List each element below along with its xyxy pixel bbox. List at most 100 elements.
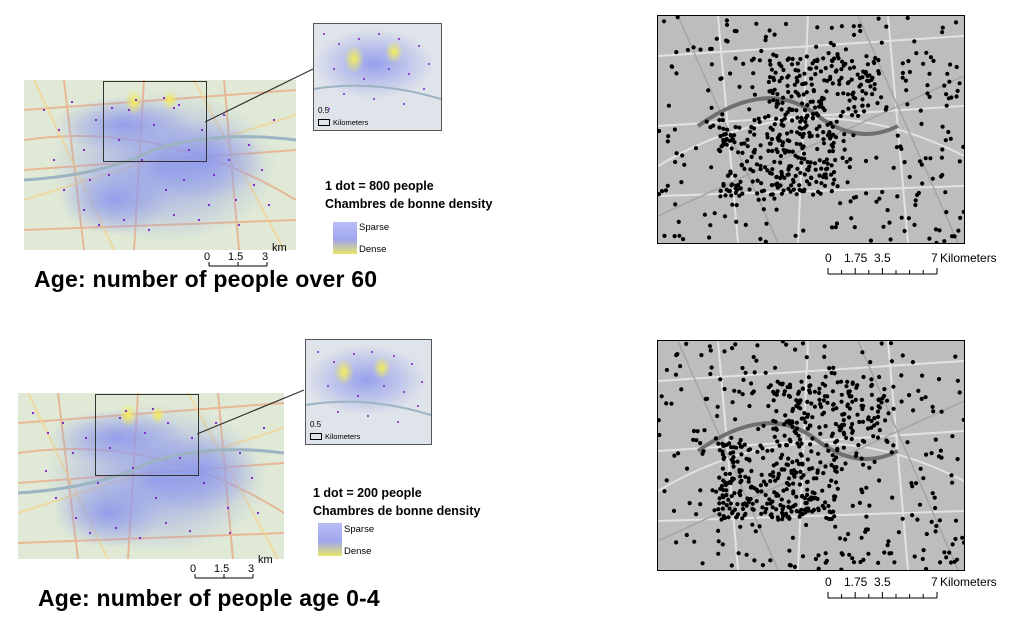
population-dot bbox=[841, 418, 846, 423]
population-dot bbox=[885, 398, 890, 403]
population-dot bbox=[799, 441, 804, 446]
population-dot bbox=[899, 399, 904, 404]
population-dot bbox=[682, 162, 687, 167]
population-dot bbox=[770, 192, 775, 197]
population-dot bbox=[722, 386, 727, 392]
population-dot bbox=[924, 531, 929, 537]
population-dot bbox=[957, 81, 962, 86]
population-dot bbox=[902, 160, 907, 165]
population-dot bbox=[781, 67, 786, 73]
population-dot bbox=[842, 132, 847, 137]
population-dot bbox=[905, 16, 910, 21]
population-dot bbox=[774, 174, 779, 179]
population-dot bbox=[827, 483, 832, 489]
population-dot bbox=[684, 532, 689, 538]
population-dot bbox=[953, 536, 958, 542]
population-dot bbox=[845, 92, 851, 97]
population-dot bbox=[824, 175, 829, 180]
population-dot bbox=[816, 553, 821, 558]
population-dot bbox=[833, 524, 838, 529]
population-dot bbox=[811, 111, 816, 117]
population-dot bbox=[661, 19, 667, 24]
population-dot bbox=[851, 65, 857, 70]
population-dot bbox=[699, 353, 704, 358]
population-dot bbox=[829, 163, 834, 168]
population-dot bbox=[751, 507, 756, 512]
population-dot bbox=[782, 389, 787, 394]
population-dot bbox=[892, 560, 897, 565]
population-dot bbox=[839, 399, 844, 404]
population-dot bbox=[872, 423, 877, 428]
population-dot bbox=[743, 370, 748, 375]
population-dot bbox=[732, 491, 737, 496]
population-dot bbox=[775, 439, 780, 444]
population-dot bbox=[895, 194, 900, 199]
population-dot bbox=[742, 166, 747, 171]
population-dot bbox=[701, 449, 706, 454]
population-dot bbox=[850, 399, 855, 404]
bw-scale-graphic bbox=[827, 592, 938, 599]
population-dot bbox=[794, 108, 799, 113]
population-dot bbox=[891, 165, 896, 170]
population-dot bbox=[801, 416, 806, 421]
population-dot bbox=[798, 170, 803, 175]
population-dot bbox=[659, 394, 664, 399]
population-dot bbox=[834, 221, 840, 226]
population-dot bbox=[861, 109, 867, 114]
population-dot bbox=[664, 478, 669, 483]
population-dot bbox=[743, 474, 748, 479]
population-dot bbox=[793, 430, 798, 436]
population-dot bbox=[759, 48, 764, 54]
population-dot bbox=[824, 515, 829, 520]
population-dot bbox=[676, 451, 681, 456]
population-dot bbox=[796, 433, 801, 438]
population-dot bbox=[772, 87, 777, 92]
population-dot bbox=[849, 216, 854, 221]
population-dot bbox=[751, 149, 756, 155]
population-dot bbox=[924, 50, 929, 55]
population-dot bbox=[780, 517, 785, 522]
population-dot bbox=[728, 133, 733, 138]
population-dot bbox=[847, 98, 852, 103]
population-dot bbox=[805, 399, 810, 404]
population-dot bbox=[828, 121, 833, 126]
population-dot bbox=[798, 142, 803, 147]
population-dot bbox=[789, 62, 795, 67]
population-dot bbox=[750, 85, 755, 90]
population-dot bbox=[737, 193, 742, 198]
population-dot bbox=[862, 439, 867, 444]
population-dot bbox=[736, 551, 741, 556]
population-dot bbox=[919, 162, 924, 167]
population-dot bbox=[772, 434, 777, 439]
population-dot bbox=[854, 194, 859, 200]
population-dot bbox=[940, 30, 945, 35]
population-dot bbox=[729, 445, 734, 450]
population-dot bbox=[869, 392, 874, 397]
population-dot bbox=[830, 81, 835, 86]
population-dot bbox=[819, 181, 824, 186]
population-dot bbox=[838, 201, 843, 206]
population-dot bbox=[801, 131, 806, 136]
population-dot bbox=[722, 455, 727, 460]
population-dot bbox=[917, 159, 923, 164]
population-dot bbox=[721, 487, 726, 493]
population-dot bbox=[724, 136, 729, 142]
population-dot bbox=[883, 418, 888, 423]
population-dot bbox=[733, 417, 738, 422]
population-dot bbox=[708, 125, 713, 130]
inset-leader-line bbox=[205, 68, 314, 123]
population-dot bbox=[731, 450, 736, 455]
population-dot bbox=[807, 182, 812, 187]
density-swatch bbox=[333, 222, 357, 254]
population-dot bbox=[801, 228, 806, 233]
population-dot bbox=[872, 82, 877, 87]
population-dot bbox=[900, 353, 905, 358]
panel-title: Age: number of people over 60 bbox=[34, 266, 378, 292]
population-dot bbox=[808, 442, 813, 447]
population-dot bbox=[857, 500, 862, 505]
population-dot bbox=[822, 506, 827, 511]
population-dot bbox=[748, 129, 753, 134]
population-dot bbox=[765, 501, 770, 506]
population-dot bbox=[841, 430, 846, 435]
population-dot bbox=[765, 132, 770, 137]
